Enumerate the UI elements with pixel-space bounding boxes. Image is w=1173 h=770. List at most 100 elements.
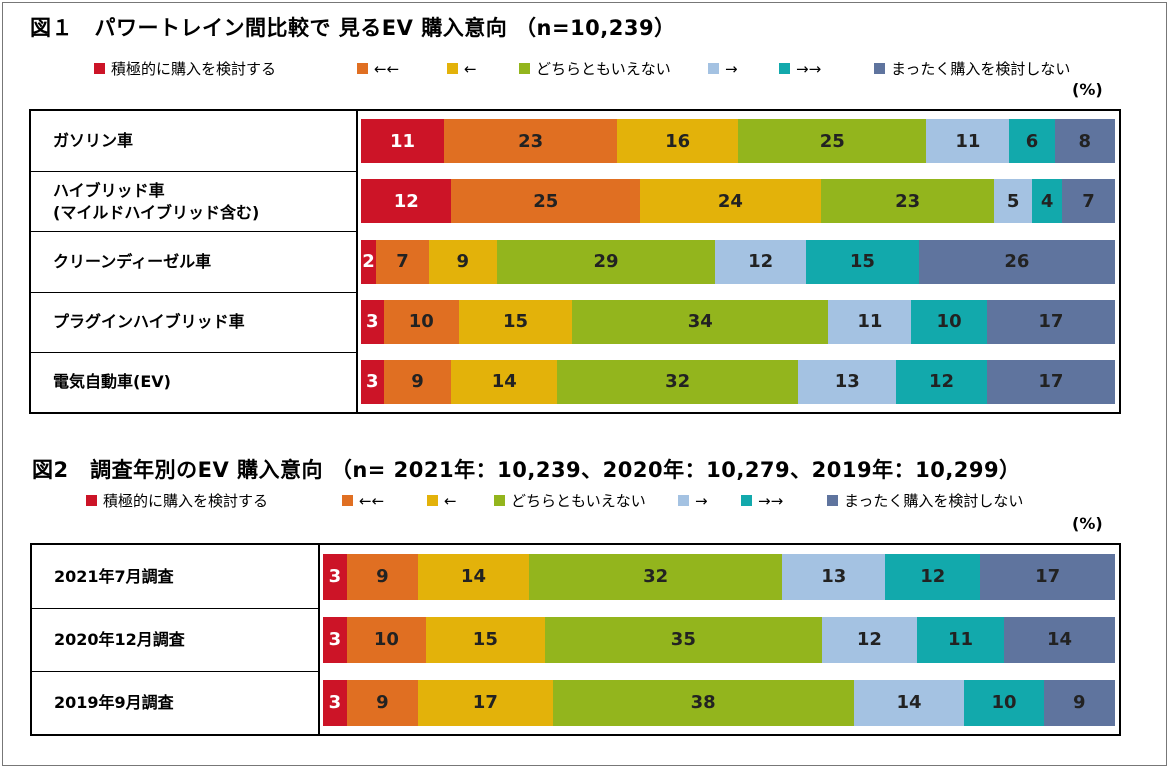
chart1-bar-segment: 6 xyxy=(1009,119,1055,164)
chart2-stacked-bar: 3 9 17 38 14 10 9 xyxy=(323,679,1115,726)
chart1-bar-segment: 5 xyxy=(994,179,1033,224)
chart2-bar-segment: 9 xyxy=(346,679,419,726)
chart1-bar-segment: 15 xyxy=(805,239,919,284)
data-label: 17 xyxy=(472,692,498,713)
chart1-bar-segment: 11 xyxy=(926,119,1010,164)
data-label: 32 xyxy=(665,371,691,393)
data-label: 5 xyxy=(1006,190,1020,212)
legend-swatch xyxy=(494,495,505,506)
chart2-bar-segment: 12 xyxy=(885,553,981,600)
category-label-line: プラグインハイブリッド車 xyxy=(53,312,245,332)
legend-swatch xyxy=(519,63,530,74)
chart1-bar-segment: 3 xyxy=(361,359,384,404)
chart1-bar-segment: 7 xyxy=(376,239,429,284)
chart2-bar-segment: 10 xyxy=(346,616,426,663)
legend-label: まったく購入を検討しない xyxy=(891,60,1071,78)
chart2-bar-segment: 17 xyxy=(980,553,1115,600)
data-label: 17 xyxy=(1038,371,1064,393)
chart2-bar-segment: 14 xyxy=(1004,616,1115,663)
legend-swatch xyxy=(741,495,752,506)
chart1-bar-segment: 16 xyxy=(617,119,738,164)
data-label: 12 xyxy=(748,251,774,272)
data-label: 11 xyxy=(947,629,974,650)
data-label: 12 xyxy=(393,190,419,212)
data-label: 10 xyxy=(373,629,399,650)
data-label: 11 xyxy=(857,311,883,333)
data-label: 14 xyxy=(896,692,922,713)
data-label: 3 xyxy=(328,629,342,650)
chart1-bar-segment: 29 xyxy=(496,239,716,284)
legend-label: ← xyxy=(444,492,457,510)
data-label: 2 xyxy=(362,251,375,272)
data-label: 3 xyxy=(366,371,379,393)
chart1-stacked-bar: 11 23 16 25 11 6 8 xyxy=(361,119,1115,164)
data-label: 29 xyxy=(593,251,619,272)
data-label: 9 xyxy=(376,692,389,713)
legend-label: → xyxy=(725,60,738,78)
data-label: 10 xyxy=(936,311,962,333)
chart2-bar-segment: 14 xyxy=(853,679,965,726)
chart1-bar-segment: 9 xyxy=(383,359,452,404)
chart1-category-label: クリーンディーゼル車 xyxy=(31,231,356,291)
legend-label: →→ xyxy=(796,60,822,78)
chart2-category-label: 2021年7月調査 xyxy=(32,545,318,608)
data-label: 13 xyxy=(834,371,860,393)
chart1-bar-segment: 26 xyxy=(918,239,1115,284)
chart1-category-label: ハイブリッド車 (マイルドハイブリッド含む) xyxy=(31,171,356,231)
data-label: 9 xyxy=(456,251,470,272)
chart2-bar-segment: 15 xyxy=(425,616,545,663)
chart2-table: 2021年7月調査 2020年12月調査 2019年9月調査 3 9 14 32 13 12 17… xyxy=(30,543,1121,736)
chart2-category-label: 2020年12月調査 xyxy=(32,608,318,671)
chart1-bar-segment: 17 xyxy=(986,359,1115,404)
chart2-bar-segment: 35 xyxy=(544,616,822,663)
chart2-title: 図2 調査年別のEV 購入意向 （n= 2021年：10,239、2020年：1… xyxy=(32,458,1021,482)
chart2-stacked-bar: 3 10 15 35 12 11 14 xyxy=(323,616,1115,663)
chart1-legend: 積極的に購入を検討する ←← ← どちらともいえない → →→ まったく購入を検討しない xyxy=(94,58,1094,80)
chart1-stacked-bar: 12 25 24 23 5 4 7 xyxy=(361,179,1115,224)
data-label: 11 xyxy=(955,130,981,152)
chart1-stacked-bar: 3 10 15 34 11 10 17 xyxy=(361,299,1115,344)
chart1-table: ガソリン車ハイブリッド車 (マイルドハイブリッド含む) クリーンディーゼル車プラグイ… xyxy=(29,109,1121,414)
legend-swatch xyxy=(447,63,458,74)
chart2-bar-segment: 3 xyxy=(323,616,347,663)
legend-swatch xyxy=(827,495,838,506)
category-label-line: ガソリン車 xyxy=(53,131,134,151)
chart1-bar-segment: 4 xyxy=(1032,179,1063,224)
chart2-category-label: 2019年9月調査 xyxy=(32,671,318,734)
chart1-bar-segment: 2 xyxy=(361,239,377,284)
data-label: 9 xyxy=(411,371,424,393)
data-label: 15 xyxy=(849,251,875,272)
chart2-bar-segment: 14 xyxy=(418,553,529,600)
data-label: 10 xyxy=(408,311,434,333)
chart2-bar-segment: 11 xyxy=(916,616,1005,663)
chart1-bar-segment: 13 xyxy=(798,359,897,404)
legend-label: → xyxy=(695,492,708,510)
chart1-bar-segment: 15 xyxy=(459,299,573,344)
data-label: 25 xyxy=(819,130,845,152)
category-label-line: 2021年7月調査 xyxy=(54,566,174,586)
chart1-category-label: ガソリン車 xyxy=(31,111,356,171)
chart1-bar-segment: 23 xyxy=(443,119,618,164)
chart2-bar-segment: 13 xyxy=(782,553,886,600)
data-label: 14 xyxy=(460,566,486,587)
chart1-category-label: 電気自動車(EV) xyxy=(31,351,356,412)
chart1-bar-segment: 7 xyxy=(1062,179,1115,224)
chart1-bar-segment: 25 xyxy=(737,119,927,164)
chart2-legend: 積極的に購入を検討する ←← ← どちらともいえない → →→ まったく購入を検討しない xyxy=(86,490,1086,512)
chart1-unit-label: (%) xyxy=(1072,80,1103,99)
chart2-bar-segment: 32 xyxy=(528,553,783,600)
data-label: 9 xyxy=(1073,692,1086,713)
legend-label: ←← xyxy=(359,492,385,510)
chart1-bar-segment: 17 xyxy=(986,299,1115,344)
chart2-bar-segment: 3 xyxy=(323,553,347,600)
data-label: 15 xyxy=(503,311,529,333)
chart1-title: 図１ パワートレイン間比較で 見るEV 購入意向 （n=10,239） xyxy=(30,16,676,40)
legend-label: どちらともいえない xyxy=(536,60,671,78)
legend-swatch xyxy=(94,63,105,74)
data-label: 35 xyxy=(670,629,696,650)
data-label: 3 xyxy=(366,311,379,333)
data-label: 7 xyxy=(396,251,409,272)
chart1-bar-segment: 10 xyxy=(911,299,987,344)
data-label: 14 xyxy=(491,371,517,393)
data-label: 34 xyxy=(687,311,713,333)
